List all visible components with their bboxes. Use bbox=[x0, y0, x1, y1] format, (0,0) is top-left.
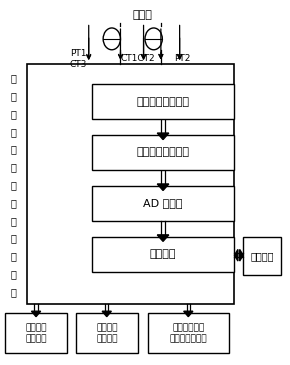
Text: 故障事件
触发单元: 故障事件 触发单元 bbox=[96, 324, 117, 343]
Text: PT1
CT3: PT1 CT3 bbox=[70, 49, 87, 69]
Text: 高: 高 bbox=[11, 109, 17, 119]
Bar bbox=[92, 135, 235, 170]
Text: 微处理器: 微处理器 bbox=[150, 249, 176, 259]
Bar bbox=[243, 237, 281, 275]
Text: 据: 据 bbox=[11, 216, 17, 226]
Bar bbox=[5, 314, 67, 353]
Text: 元: 元 bbox=[11, 287, 17, 297]
Polygon shape bbox=[157, 184, 169, 191]
Polygon shape bbox=[240, 249, 243, 261]
Bar bbox=[27, 64, 235, 304]
Text: CT1CT2: CT1CT2 bbox=[120, 54, 155, 64]
Bar bbox=[76, 314, 138, 353]
Text: 高: 高 bbox=[11, 74, 17, 84]
Text: 牵引站: 牵引站 bbox=[132, 10, 152, 20]
Text: 同: 同 bbox=[11, 162, 17, 172]
Polygon shape bbox=[157, 235, 169, 241]
Text: 集: 集 bbox=[11, 251, 17, 261]
Bar bbox=[92, 186, 235, 221]
Text: 单: 单 bbox=[11, 269, 17, 279]
Text: 精: 精 bbox=[11, 127, 17, 137]
Polygon shape bbox=[235, 249, 238, 261]
Text: AD 转换器: AD 转换器 bbox=[143, 199, 183, 208]
Bar bbox=[148, 314, 229, 353]
Text: 步: 步 bbox=[11, 180, 17, 190]
Bar bbox=[92, 84, 235, 119]
Text: 通信接口: 通信接口 bbox=[250, 251, 274, 261]
Polygon shape bbox=[184, 311, 193, 317]
Polygon shape bbox=[102, 311, 111, 317]
Polygon shape bbox=[157, 133, 169, 139]
Text: 数: 数 bbox=[11, 198, 17, 208]
Text: 速: 速 bbox=[11, 91, 17, 101]
Text: 采集信息
存储单元: 采集信息 存储单元 bbox=[25, 324, 47, 343]
Bar bbox=[92, 237, 235, 272]
Text: 度: 度 bbox=[11, 145, 17, 155]
Polygon shape bbox=[31, 311, 41, 317]
Text: 同步采样保持电路: 同步采样保持电路 bbox=[137, 147, 190, 158]
Text: 数据采集调理电路: 数据采集调理电路 bbox=[137, 97, 190, 107]
Text: 采: 采 bbox=[11, 234, 17, 243]
Text: PT2: PT2 bbox=[174, 54, 191, 64]
Text: 数据采集存储
和传输控制单元: 数据采集存储 和传输控制单元 bbox=[169, 324, 207, 343]
